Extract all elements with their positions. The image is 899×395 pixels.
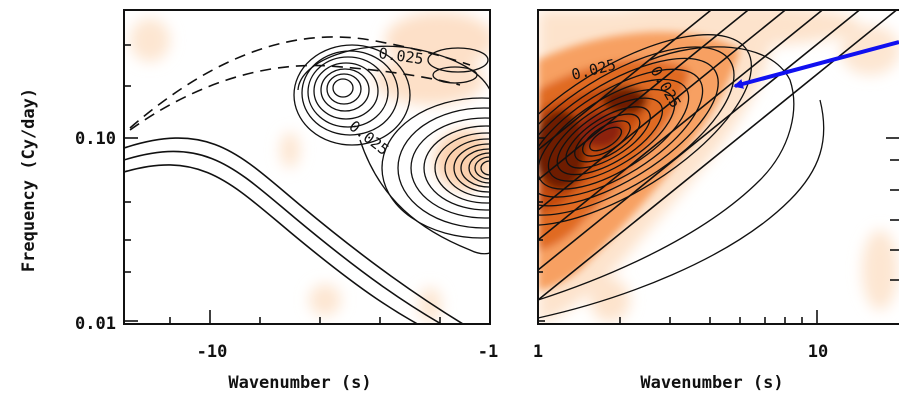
- annotation-arrow: [733, 40, 899, 89]
- left-dispersion-curves: [124, 36, 471, 324]
- right-x-axis-title: Wavenumber (s): [640, 373, 783, 393]
- left-plot-frame: [123, 9, 491, 325]
- y-tick-label-0.10: 0.10: [75, 129, 116, 149]
- left-axis-ticks: [124, 44, 491, 324]
- left-panel: 0.025 0.025 0.10 0.01 -10 -1 Wavenumber …: [19, 9, 498, 393]
- right-contours: [538, 34, 825, 319]
- right-shading: [538, 10, 899, 324]
- y-axis-title: Frequency (Cy/day): [19, 88, 39, 272]
- left-x-tick-label-minus1: -1: [478, 342, 498, 362]
- left-contours: [293, 44, 490, 255]
- right-x-tick-label-10: 10: [808, 342, 828, 362]
- right-plot-frame: [537, 9, 899, 325]
- left-contour-label-2: 0.025: [346, 117, 393, 159]
- left-x-tick-label-minus10: -10: [197, 342, 228, 362]
- right-panel: 0.025 0.025 1 10 Wavenumber (s): [533, 9, 899, 393]
- y-tick-label-0.01: 0.01: [75, 314, 116, 334]
- right-axis-ticks: [538, 137, 899, 324]
- left-x-axis-title: Wavenumber (s): [228, 373, 371, 393]
- right-x-tick-label-1: 1: [533, 342, 543, 362]
